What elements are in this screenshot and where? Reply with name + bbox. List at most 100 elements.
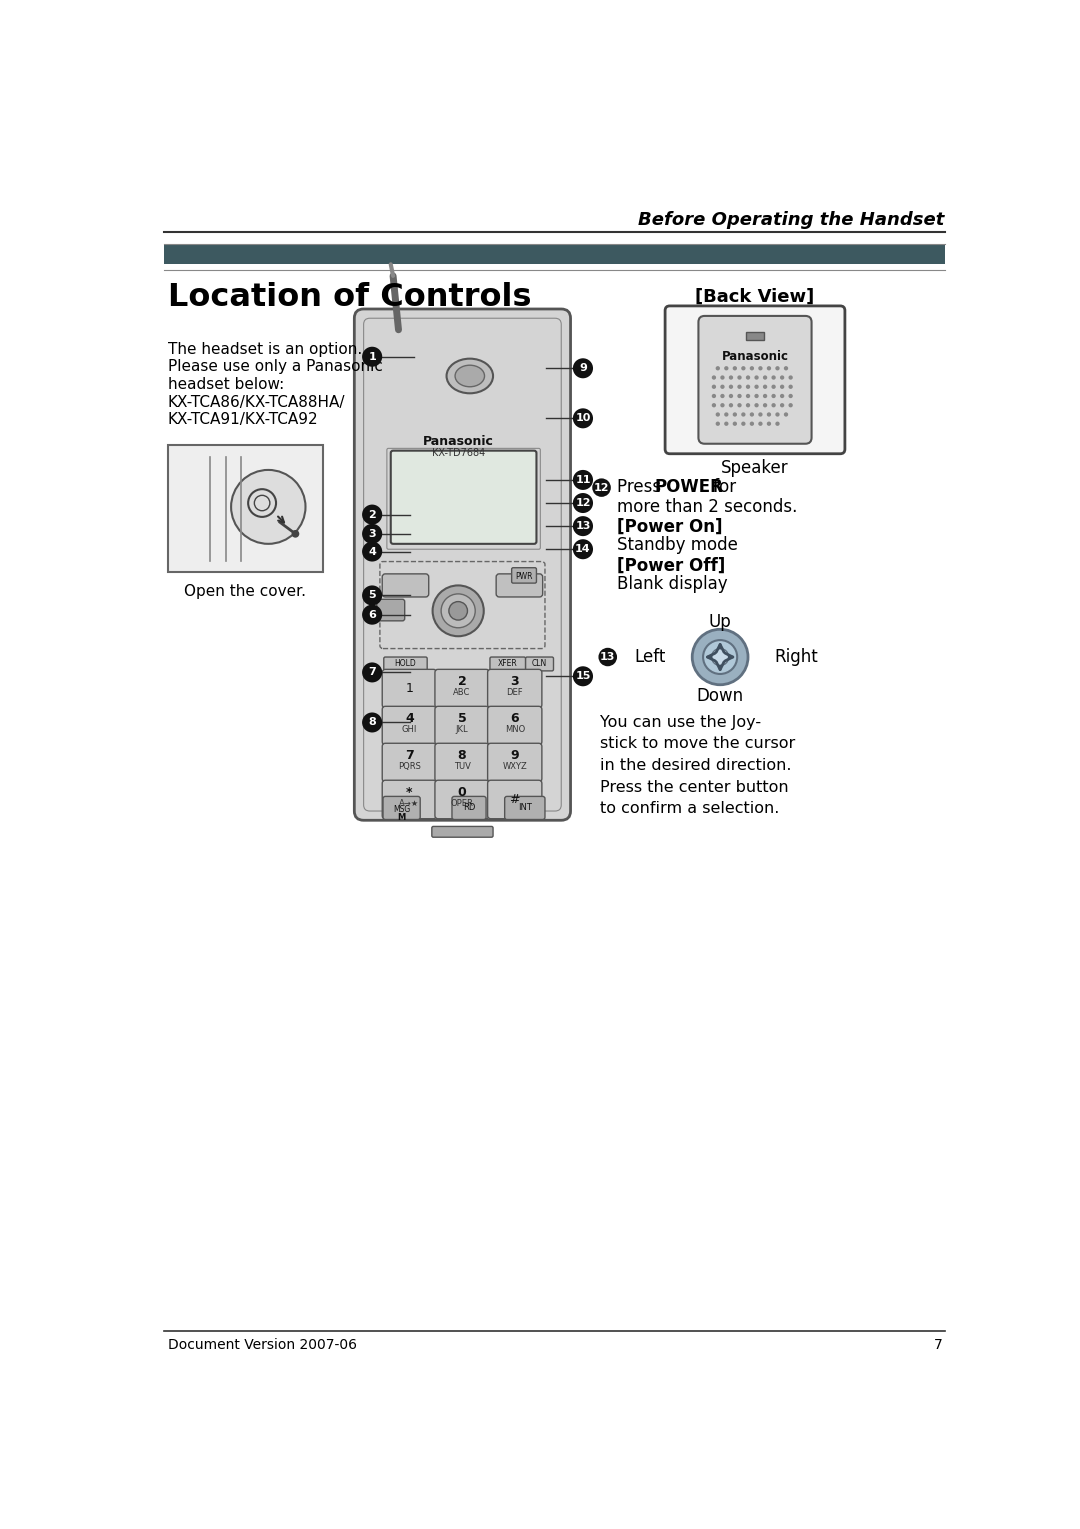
Text: 14: 14 (576, 544, 591, 553)
Circle shape (755, 375, 759, 379)
Circle shape (758, 365, 762, 370)
Text: Before Operating the Handset: Before Operating the Handset (638, 211, 945, 229)
Ellipse shape (446, 359, 494, 393)
Circle shape (780, 385, 784, 388)
Text: Blank display: Blank display (617, 575, 728, 593)
Text: 15: 15 (576, 671, 591, 682)
FancyBboxPatch shape (504, 797, 545, 820)
Circle shape (712, 648, 729, 665)
Circle shape (231, 469, 306, 544)
FancyBboxPatch shape (391, 451, 537, 544)
Circle shape (712, 404, 716, 407)
Text: Panasonic: Panasonic (422, 434, 494, 448)
Circle shape (741, 422, 745, 427)
Circle shape (712, 394, 716, 398)
Text: PWR: PWR (515, 572, 532, 581)
FancyBboxPatch shape (488, 706, 542, 745)
Text: 8: 8 (368, 717, 376, 728)
Text: RD: RD (463, 803, 475, 812)
Text: Down: Down (697, 687, 744, 705)
FancyBboxPatch shape (383, 797, 420, 820)
Circle shape (720, 394, 725, 398)
Text: [Power On]: [Power On] (617, 518, 723, 535)
Text: MSG: MSG (393, 804, 410, 813)
Text: You can use the Joy-
stick to move the cursor
in the desired direction.
Press th: You can use the Joy- stick to move the c… (600, 714, 795, 816)
Circle shape (746, 375, 751, 379)
Circle shape (292, 531, 299, 538)
Text: The headset is an option.: The headset is an option. (167, 341, 362, 356)
Circle shape (767, 422, 771, 427)
Circle shape (741, 365, 745, 370)
Circle shape (362, 541, 382, 561)
FancyBboxPatch shape (526, 657, 554, 671)
Circle shape (362, 604, 382, 625)
Circle shape (716, 422, 720, 427)
Text: INT: INT (518, 803, 531, 812)
FancyBboxPatch shape (435, 780, 489, 818)
Circle shape (720, 385, 725, 388)
Circle shape (732, 422, 737, 427)
Circle shape (362, 505, 382, 524)
Circle shape (572, 408, 593, 428)
Circle shape (788, 404, 793, 407)
FancyBboxPatch shape (435, 670, 489, 708)
Circle shape (362, 524, 382, 544)
Circle shape (746, 385, 751, 388)
Circle shape (788, 394, 793, 398)
Circle shape (725, 365, 729, 370)
Text: more than 2 seconds.: more than 2 seconds. (617, 498, 797, 515)
Circle shape (775, 413, 780, 416)
Text: Right: Right (774, 648, 819, 667)
Circle shape (767, 413, 771, 416)
Text: Up: Up (708, 613, 731, 631)
Circle shape (720, 404, 725, 407)
Text: PQRS: PQRS (397, 761, 421, 771)
Text: WXYZ: WXYZ (502, 761, 527, 771)
Text: 1: 1 (405, 682, 414, 696)
FancyBboxPatch shape (435, 706, 489, 745)
Circle shape (716, 413, 720, 416)
Circle shape (692, 630, 748, 685)
Text: 2: 2 (458, 676, 467, 688)
Text: 8: 8 (458, 749, 467, 761)
Text: Press: Press (617, 479, 666, 495)
Circle shape (750, 422, 754, 427)
Text: #: # (510, 794, 519, 806)
Text: HOLD: HOLD (394, 659, 417, 668)
Text: 1: 1 (368, 352, 376, 362)
Circle shape (755, 404, 759, 407)
Circle shape (738, 385, 742, 388)
Text: 12: 12 (576, 498, 591, 508)
Text: Location of Controls: Location of Controls (167, 281, 531, 313)
Circle shape (780, 394, 784, 398)
Text: 13: 13 (600, 651, 616, 662)
Text: CLN: CLN (532, 659, 548, 668)
Circle shape (784, 413, 788, 416)
Text: Open the cover.: Open the cover. (184, 584, 306, 599)
Circle shape (725, 422, 729, 427)
Circle shape (572, 517, 593, 537)
FancyBboxPatch shape (435, 743, 489, 781)
Circle shape (750, 365, 754, 370)
FancyBboxPatch shape (167, 445, 323, 572)
Text: ABC: ABC (454, 688, 471, 697)
Text: headset below:: headset below: (167, 378, 284, 391)
Text: 4: 4 (368, 546, 376, 557)
Text: POWER: POWER (654, 479, 724, 495)
Circle shape (762, 394, 767, 398)
FancyBboxPatch shape (451, 797, 486, 820)
Circle shape (729, 394, 733, 398)
Circle shape (362, 713, 382, 732)
Circle shape (712, 385, 716, 388)
FancyBboxPatch shape (490, 657, 526, 671)
Text: Standby mode: Standby mode (617, 537, 738, 555)
Text: 6: 6 (511, 713, 519, 725)
Text: KX-TCA86/KX-TCA88HA/: KX-TCA86/KX-TCA88HA/ (167, 394, 345, 410)
Text: 9: 9 (579, 364, 586, 373)
Circle shape (771, 404, 775, 407)
Circle shape (712, 375, 716, 379)
Text: 4: 4 (405, 713, 414, 725)
Circle shape (775, 422, 780, 427)
Text: [Back View]: [Back View] (696, 287, 814, 306)
Circle shape (716, 365, 720, 370)
